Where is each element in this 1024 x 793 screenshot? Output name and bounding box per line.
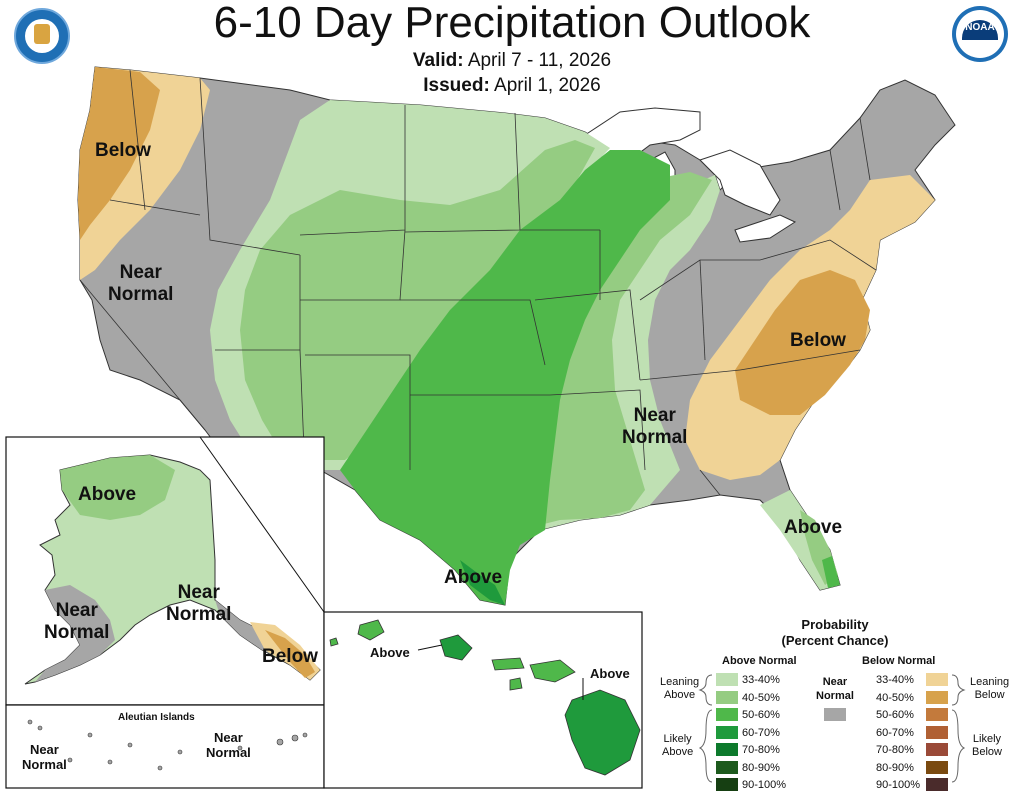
hawaii-pointer-w — [417, 644, 443, 651]
legend-above-label: 50-60% — [742, 709, 780, 721]
legend-near-swatch — [824, 708, 846, 721]
legend-above-label: 70-80% — [742, 744, 780, 756]
aleutian-inset-frame — [5, 704, 325, 789]
legend-below-swatch — [926, 690, 948, 704]
label-east-below: Below — [790, 330, 846, 351]
noaa-text: NOAA — [965, 22, 995, 33]
legend-below-swatch — [926, 725, 948, 739]
valid-line: Valid: April 7 - 11, 2026 — [0, 50, 1024, 72]
legend-above-label: 90-100% — [742, 779, 787, 791]
lake-huron — [699, 149, 781, 216]
label-alaska-below: Below — [262, 646, 318, 667]
legend-below-swatch — [926, 708, 948, 721]
hawaii-islands — [329, 619, 641, 776]
dept-of-commerce-seal-icon — [14, 8, 70, 64]
legend-likely-above: Likely Above — [662, 733, 694, 758]
legend-below-swatch — [926, 673, 948, 686]
above-50-60-region — [340, 150, 670, 605]
legend-above-swatch — [716, 725, 738, 739]
nw-below-40-50 — [78, 67, 160, 240]
florida-above-50 — [822, 556, 840, 588]
legend-above-swatch — [716, 760, 738, 774]
label-alaska-near-normal-e: Near Normal — [166, 582, 232, 625]
legend-above-swatch — [716, 743, 738, 756]
legend-above-label: 40-50% — [742, 691, 780, 704]
alaska-near-normal-w — [35, 585, 115, 682]
label-alaska-above: Above — [78, 484, 137, 505]
issued-label: Issued: — [423, 75, 490, 96]
label-west-near-normal: Near Normal — [108, 262, 174, 305]
legend-likely-below: Likely Below — [972, 733, 1002, 758]
label-nw-below: Below — [95, 140, 151, 161]
alaska-below-40 — [265, 630, 315, 678]
legend-above-swatch — [716, 673, 738, 686]
legend-leaning-below: Leaning Below — [970, 676, 1010, 701]
label-aleutian-near-normal-e: Near Normal — [206, 730, 251, 760]
page-title: 6-10 Day Precipitation Outlook — [213, 0, 811, 47]
legend-above-header: Above Normal — [722, 655, 797, 667]
label-florida-above: Above — [784, 517, 843, 538]
label-hawaii-above-w: Above — [370, 645, 410, 660]
above-60-70-region — [460, 560, 505, 605]
label-texas-above: Above — [444, 567, 503, 588]
label-hawaii-above-e: Above — [590, 666, 630, 681]
label-aleutian-title: Aleutian Islands — [118, 712, 195, 723]
issued-line: Issued: April 1, 2026 — [0, 75, 1024, 97]
legend-below-swatch — [926, 743, 948, 756]
legend-below-label: 40-50% — [876, 691, 914, 704]
issued-value: April 1, 2026 — [494, 75, 601, 96]
legend-below-label: 60-70% — [876, 726, 914, 739]
legend-title: Probability (Percent Chance) — [781, 617, 889, 648]
inset-connector — [199, 436, 325, 613]
lake-erie — [734, 214, 797, 243]
label-aleutian-near-normal-w: Near Normal — [22, 742, 67, 772]
legend-above-swatch — [716, 690, 738, 704]
legend-below-swatch — [926, 778, 948, 791]
legend-above-swatch — [716, 778, 738, 791]
legend-below-label: 50-60% — [876, 709, 914, 721]
legend-below-header: Below Normal — [862, 655, 936, 667]
legend-below-label: 33-40% — [876, 674, 914, 686]
aleutian-islands-shapes — [27, 719, 308, 771]
legend-above-label: 33-40% — [742, 674, 780, 686]
legend-below-swatch — [926, 760, 948, 774]
legend-above-swatch — [716, 708, 738, 721]
valid-value: April 7 - 11, 2026 — [467, 50, 612, 71]
east-below-40-50 — [735, 270, 870, 415]
legend-above-label: 60-70% — [742, 726, 780, 739]
legend-near-header: Near Normal — [816, 676, 854, 702]
legend-below-label: 70-80% — [876, 744, 914, 756]
legend-below-label: 90-100% — [876, 779, 921, 791]
alaska-above-40 — [60, 455, 175, 520]
noaa-logo-icon: NOAA — [952, 6, 1008, 62]
state-lines — [79, 69, 877, 496]
legend-below-label: 80-90% — [876, 761, 914, 774]
label-east-near-normal: Near Normal — [622, 405, 688, 448]
valid-label: Valid: — [412, 50, 464, 71]
label-alaska-near-normal-w: Near Normal — [44, 600, 110, 643]
legend-leaning-above: Leaning Above — [660, 676, 700, 701]
legend-above-label: 80-90% — [742, 761, 780, 774]
